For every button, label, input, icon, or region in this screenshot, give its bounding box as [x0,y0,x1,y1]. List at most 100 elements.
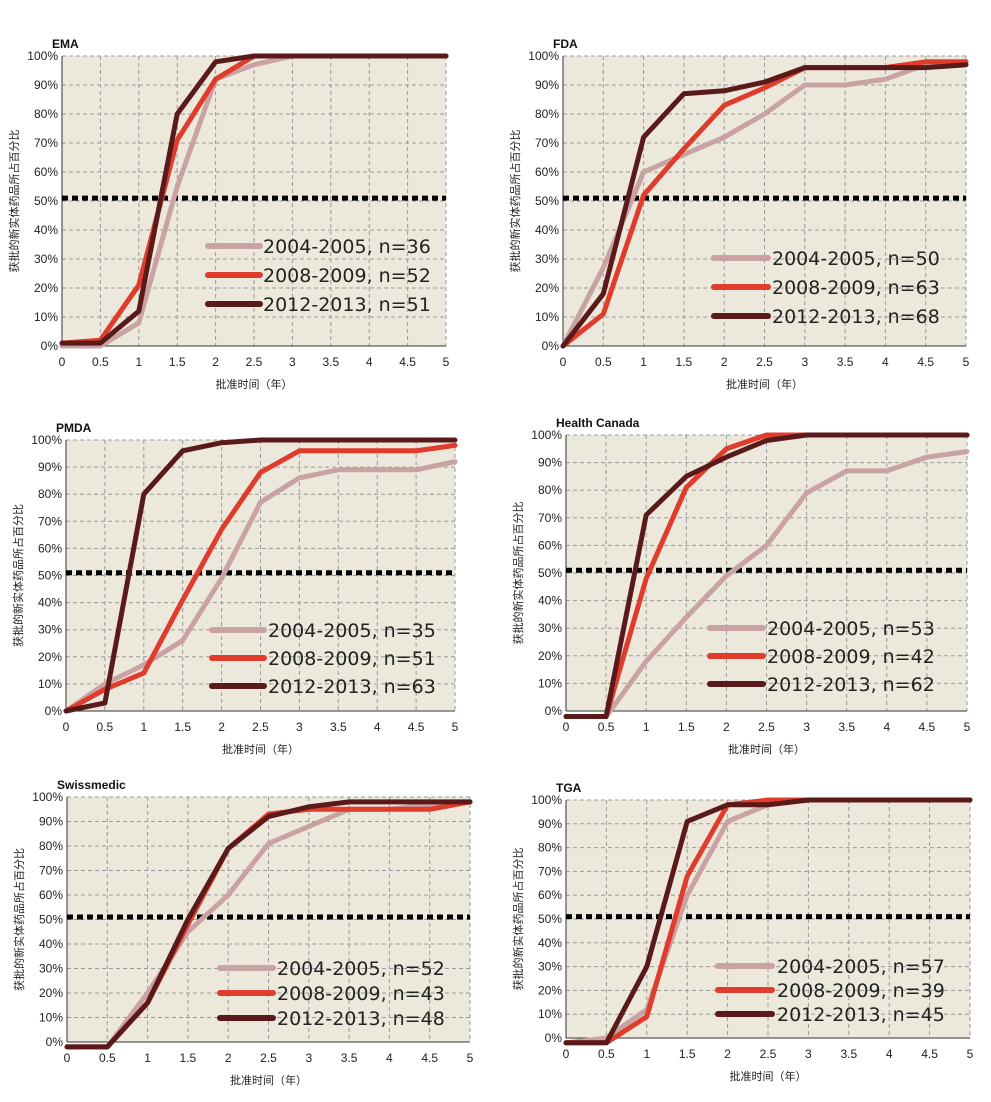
x-axis-label: 批准时间（年） [222,742,299,756]
y-tick-label: 20% [38,650,62,664]
y-tick-label: 70% [538,864,562,878]
chart-panel: 0 0.5 1 1.5 2 2.5 3 3.5 4 4.5 50%10%20%30%40%50%60… [511,416,971,756]
x-tick-label: 1.5 [678,720,695,734]
legend-label: 2008-2009, n=42 [767,646,935,668]
legend-label: 2008-2009, n=43 [277,983,445,1005]
legend-label: 2008-2009, n=52 [263,265,431,287]
x-axis-label: 批准时间（年） [216,377,293,391]
x-tick-label: 3.5 [838,720,855,734]
series-line [63,459,458,714]
y-tick-label: 20% [538,983,562,997]
y-tick-label: 20% [535,281,559,295]
x-tick-label: 1 [643,1047,650,1061]
x-tick-label: 2 [721,355,728,369]
y-tick-label: 90% [38,460,62,474]
y-tick-label: 10% [535,310,559,324]
x-axis-label: 批准时间（年） [230,1073,307,1087]
y-tick-label: 0% [545,1031,563,1045]
y-tick-label: 30% [34,252,58,266]
x-tick-label: 1 [144,1051,151,1065]
series-line [560,62,969,349]
y-tick-label: 60% [38,541,62,555]
x-tick-label: 5 [467,1051,474,1065]
y-tick-label: 90% [538,456,562,470]
series-line [64,799,473,1050]
x-tick-label: 5 [452,720,459,734]
y-tick-label: 40% [538,594,562,608]
x-tick-label: 3 [801,355,808,369]
x-tick-label: 0 [64,1051,71,1065]
x-tick-label: 2.5 [760,1047,777,1061]
y-tick-label: 90% [535,78,559,92]
y-tick-label: 10% [39,1011,63,1025]
x-tick-label: 1 [140,720,147,734]
chart-title: FDA [553,37,578,51]
x-tick-label: 0.5 [595,355,612,369]
x-tick-label: 2 [225,1051,232,1065]
y-tick-label: 20% [34,281,58,295]
y-tick-label: 100% [31,433,62,447]
y-axis-label: 获批的新实体药品所占百分比 [12,848,26,991]
y-tick-label: 20% [538,649,562,663]
x-tick-label: 2.5 [756,355,773,369]
x-tick-label: 1.5 [180,1051,197,1065]
y-tick-label: 100% [531,428,562,442]
x-tick-label: 2 [723,720,730,734]
y-tick-label: 40% [38,596,62,610]
chart-title: TGA [556,781,582,795]
y-axis-label: 获批的新实体药品所占百分比 [11,504,25,647]
legend-label: 2004-2005, n=52 [277,958,445,980]
x-tick-label: 3 [805,1047,812,1061]
series-line [59,53,449,346]
x-tick-label: 0.5 [99,1051,116,1065]
y-axis-label: 获批的新实体药品所占百分比 [7,130,21,273]
y-tick-label: 50% [39,913,63,927]
y-tick-label: 60% [538,888,562,902]
y-tick-label: 30% [39,962,63,976]
y-tick-label: 40% [535,223,559,237]
x-tick-label: 0 [59,355,66,369]
x-tick-label: 1 [643,720,650,734]
x-tick-label: 3 [296,720,303,734]
y-tick-label: 60% [39,888,63,902]
legend-label: 2004-2005, n=36 [263,236,431,258]
y-tick-label: 0% [46,1035,64,1049]
x-tick-label: 1.5 [174,720,191,734]
x-tick-label: 3.5 [330,720,347,734]
y-tick-label: 10% [34,310,58,324]
y-tick-label: 80% [538,841,562,855]
series-line [63,437,458,714]
y-tick-label: 10% [538,676,562,690]
x-tick-label: 4.5 [399,355,416,369]
y-tick-label: 0% [41,339,59,353]
y-axis-label: 获批的新实体药品所占百分比 [511,848,525,991]
x-tick-label: 4 [386,1051,393,1065]
x-tick-label: 4 [374,720,381,734]
y-tick-label: 60% [34,165,58,179]
legend-label: 2004-2005, n=53 [767,618,935,640]
x-tick-label: 3 [289,355,296,369]
x-tick-label: 0.5 [97,720,114,734]
x-tick-label: 3.5 [840,1047,857,1061]
x-tick-label: 1.5 [679,1047,696,1061]
x-axis-label: 批准时间（年） [726,377,803,391]
chart-panel: 0 0.5 1 1.5 2 2.5 3 3.5 4 4.5 50%10%20%30%40%50%60… [511,781,974,1083]
legend-label: 2004-2005, n=57 [777,956,945,978]
x-tick-label: 0.5 [598,1047,615,1061]
x-tick-label: 2.5 [252,720,269,734]
chart-panel: 0 0.5 1 1.5 2 2.5 3 3.5 4 4.5 50%10%20%30%40%50%60… [12,778,474,1087]
y-tick-label: 100% [528,49,559,63]
x-tick-label: 2 [212,355,219,369]
y-tick-label: 90% [538,817,562,831]
y-tick-label: 70% [34,136,58,150]
x-tick-label: 5 [963,355,970,369]
x-tick-label: 4.5 [917,355,934,369]
series-line [560,59,969,349]
y-tick-label: 70% [39,864,63,878]
x-tick-label: 5 [967,1047,974,1061]
x-tick-label: 3.5 [322,355,339,369]
y-tick-label: 80% [538,483,562,497]
y-tick-label: 100% [27,49,58,63]
legend-label: 2012-2013, n=62 [767,674,935,696]
legend-label: 2012-2013, n=68 [772,306,940,328]
